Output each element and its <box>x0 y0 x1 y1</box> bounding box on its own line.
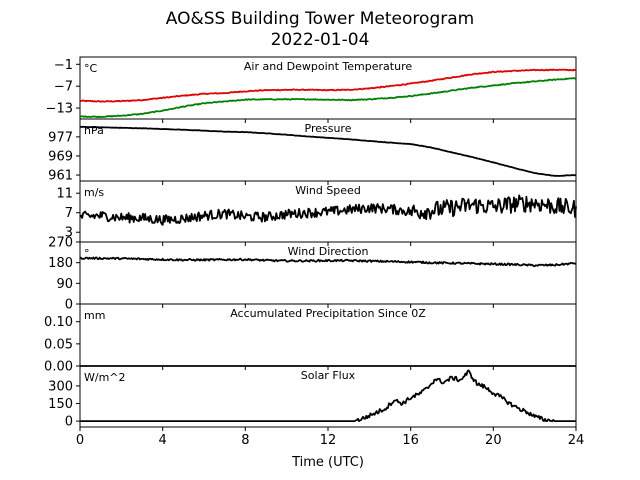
panel-unit-label: °C <box>84 62 98 75</box>
panel-unit-label: mm <box>84 309 105 322</box>
series-line <box>79 194 577 226</box>
y-tick-label: −7 <box>54 80 73 95</box>
chart-title: AO&SS Building Tower Meteorogram <box>166 9 474 29</box>
y-tick-label: 7 <box>65 206 73 221</box>
x-tick-label: 20 <box>485 433 502 448</box>
y-tick-label: 300 <box>48 379 73 394</box>
panel-unit-label: W/m^2 <box>84 371 126 384</box>
panel-unit-label: ° <box>84 247 90 260</box>
y-tick-label: 0 <box>65 415 73 430</box>
x-tick-label: 8 <box>241 433 249 448</box>
panel-title: Pressure <box>305 122 352 135</box>
y-tick-label: 0.10 <box>44 315 73 330</box>
series-line <box>80 369 576 423</box>
series-line <box>79 68 577 103</box>
x-tick-label: 24 <box>568 433 585 448</box>
y-tick-label: 180 <box>48 256 73 271</box>
y-tick-label: 11 <box>56 187 73 202</box>
y-tick-label: 0.00 <box>44 360 73 375</box>
x-tick-label: 16 <box>402 433 419 448</box>
chart-subtitle: 2022-01-04 <box>271 30 370 50</box>
y-tick-label: 977 <box>48 130 73 145</box>
y-tick-label: 961 <box>48 169 73 184</box>
y-tick-label: 3 <box>65 226 73 241</box>
y-tick-label: 0 <box>65 298 73 313</box>
chart-panels: Air and Dewpoint Temperature °C −1 −7 −13 Pre… <box>44 56 585 448</box>
panel-unit-label: m/s <box>84 186 104 199</box>
panel-title: Accumulated Precipitation Since 0Z <box>230 307 426 320</box>
panel-title: Air and Dewpoint Temperature <box>244 60 412 73</box>
y-tick-label: 90 <box>56 277 73 292</box>
x-axis-label: Time (UTC) <box>291 455 364 470</box>
panel-title: Wind Speed <box>295 184 361 197</box>
y-tick-label: 969 <box>48 149 73 164</box>
y-tick-label: 150 <box>48 397 73 412</box>
series-line <box>79 125 577 177</box>
x-tick-label: 0 <box>76 433 84 448</box>
y-tick-label: −13 <box>46 102 73 117</box>
y-tick-label: 270 <box>48 236 73 251</box>
panel-title: Solar Flux <box>301 369 356 382</box>
series-line <box>79 256 577 268</box>
x-tick-label: 4 <box>159 433 167 448</box>
panel-title: Wind Direction <box>288 245 369 258</box>
y-tick-label: −1 <box>54 58 73 73</box>
y-tick-label: 0.05 <box>44 337 73 352</box>
series-line <box>79 77 577 119</box>
x-tick-label: 12 <box>320 433 337 448</box>
panel-unit-label: hPa <box>84 124 104 137</box>
